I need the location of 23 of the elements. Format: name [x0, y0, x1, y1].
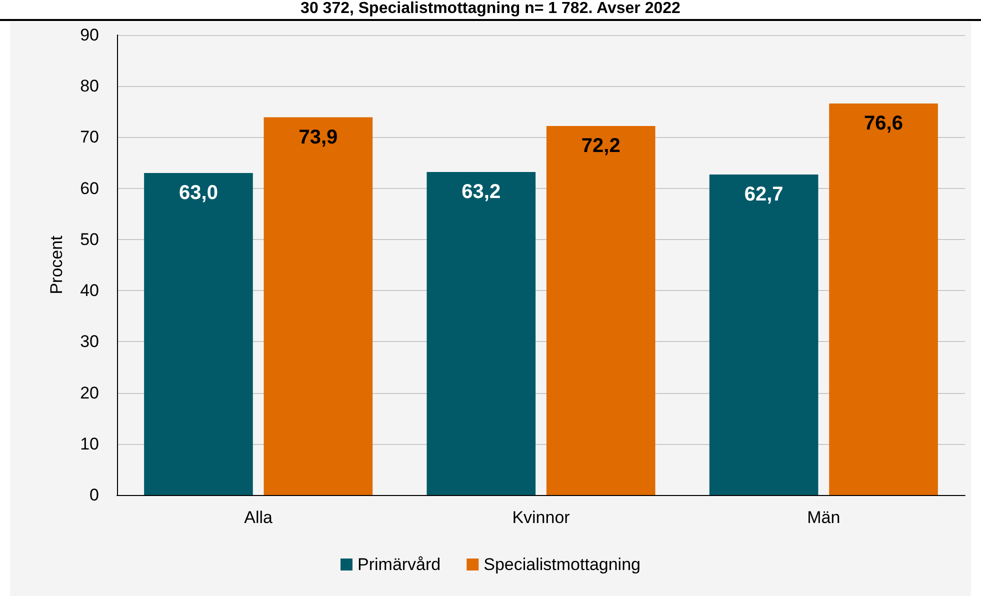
- y-tick-label: 10: [80, 434, 99, 454]
- chart-title: 30 372, Specialistmottagning n= 1 782. Avser 2022: [300, 0, 680, 17]
- legend-label: Specialistmottagning: [484, 555, 641, 574]
- y-axis-title: Procent: [47, 235, 66, 294]
- y-tick-label: 60: [80, 178, 99, 198]
- x-tick-label: Alla: [244, 508, 274, 527]
- y-tick-label: 70: [80, 128, 99, 147]
- data-label: 62,7: [744, 184, 784, 206]
- data-label: 76,6: [864, 112, 903, 134]
- x-tick-label: Kvinnor: [512, 508, 570, 527]
- x-tick-label: Män: [807, 508, 840, 527]
- y-tick-label: 0: [90, 486, 99, 504]
- y-tick-label: 30: [80, 332, 99, 352]
- y-tick-label: 80: [80, 76, 99, 96]
- y-tick-label: 20: [80, 383, 99, 402]
- data-label: 63,0: [179, 182, 218, 204]
- y-tick-label: 90: [80, 26, 99, 44]
- legend-label: Primärvård: [358, 555, 441, 574]
- data-label: 72,2: [581, 134, 620, 157]
- y-tick-label: 40: [80, 281, 99, 300]
- data-label: 73,9: [298, 126, 338, 148]
- data-label: 63,2: [462, 180, 501, 203]
- y-tick-label: 50: [80, 230, 99, 249]
